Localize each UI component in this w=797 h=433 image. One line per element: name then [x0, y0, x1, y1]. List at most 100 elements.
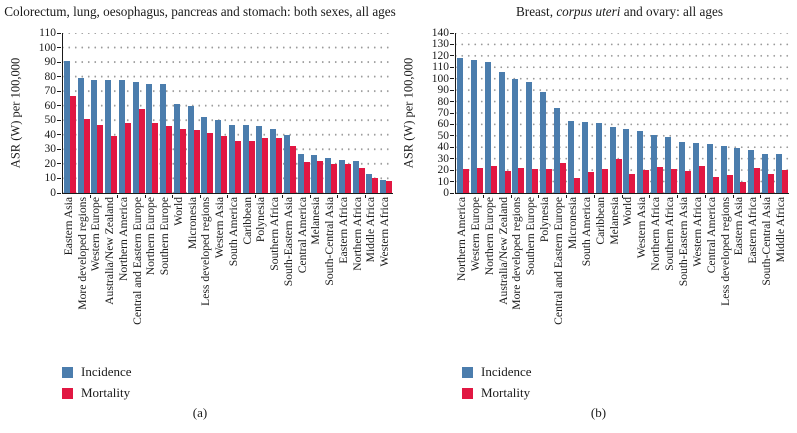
incidence-bar [623, 129, 630, 193]
x-axis-label: South America [579, 197, 593, 267]
chart-title-text: Colorectum, lung, oesophagus, pancreas a… [4, 4, 396, 19]
mortality-bar [462, 169, 469, 193]
mortality-swatch [62, 387, 73, 399]
x-axis-label: Northern Europe [144, 197, 158, 276]
x-axis-tick [593, 195, 595, 198]
x-axis-tick [732, 195, 734, 198]
y-axis-tick-label: 100 [431, 72, 449, 85]
mortality-bar [207, 133, 214, 193]
incidence-bar [762, 154, 769, 193]
x-axis-tick [482, 195, 484, 198]
x-axis-tick [760, 195, 762, 198]
y-axis-tick-label: 70 [437, 107, 450, 119]
mortality-bar [671, 169, 678, 193]
mortality-bar [358, 168, 365, 193]
y-axis-tick-label: 50 [437, 129, 450, 142]
x-axis-label: Central America [704, 197, 718, 274]
y-axis-tick-label: 50 [44, 114, 57, 127]
x-axis-label: World [171, 197, 185, 226]
panel-caption: (b) [590, 405, 607, 420]
y-axis-tick-label: 60 [437, 118, 450, 131]
incidence-bar [512, 78, 519, 193]
plot-area [62, 33, 393, 194]
chart-title: Colorectum, lung, oesophagus, pancreas a… [0, 4, 400, 20]
incidence-bar [609, 126, 616, 193]
incidence-bar [734, 148, 741, 193]
mortality-bar [740, 181, 747, 193]
incidence-bar [380, 179, 387, 193]
x-axis-tick [677, 195, 678, 198]
x-axis-label: Eastern Asia [732, 197, 746, 256]
mortality-bar [754, 167, 761, 193]
y-axis-tick [57, 90, 61, 92]
mortality-bar [643, 170, 650, 193]
incidence-bar [651, 134, 658, 193]
mortality-bar [344, 163, 351, 193]
mortality-bar [83, 118, 90, 193]
legend-item-mortality: Mortality [462, 385, 532, 401]
y-axis-tick-label: 30 [437, 152, 450, 165]
incidence-bar [325, 158, 332, 193]
y-axis-tick [450, 32, 454, 34]
incidence-bar [270, 129, 277, 193]
legend-label: Mortality [481, 385, 531, 400]
incidence-swatch [462, 366, 473, 378]
legend-item-incidence: Incidence [62, 364, 132, 380]
incidence-bar [352, 161, 359, 193]
mortality-bar [684, 171, 691, 193]
incidence-bar [228, 124, 235, 193]
mortality-bar [386, 181, 393, 193]
x-axis-label: Northern Europe [482, 197, 496, 276]
mortality-bar [372, 178, 379, 193]
y-axis-tick [57, 32, 61, 34]
x-axis-label: Western Africa [690, 197, 704, 267]
mortality-bar [587, 172, 594, 193]
x-axis-label: Micronesia [185, 197, 199, 250]
x-axis-label: Melanesia [607, 197, 621, 245]
y-axis-tick-label: 130 [431, 38, 449, 51]
mortality-bar [657, 166, 664, 193]
x-axis-tick [172, 195, 173, 198]
x-axis-tick [227, 195, 228, 198]
incidence-bar [720, 146, 727, 193]
mortality-bar [504, 171, 511, 193]
mortality-bar [152, 123, 159, 193]
mortality-bar [262, 137, 269, 193]
y-axis-tick [450, 192, 454, 194]
incidence-bar [595, 123, 602, 193]
y-axis-label: ASR (W) per 100,000 [401, 57, 416, 169]
mortality-bar [782, 170, 789, 193]
x-axis-label: Less developed regions [199, 197, 213, 306]
mortality-bar [234, 140, 241, 193]
mortality-bar [698, 165, 705, 193]
incidence-bar [118, 79, 125, 193]
mortality-swatch [462, 387, 473, 399]
y-axis-tick-label: 30 [44, 143, 57, 156]
y-axis-tick [450, 158, 454, 160]
incidence-bar [776, 154, 783, 193]
incidence-bar [105, 79, 112, 193]
x-axis-label: Western Europe [89, 197, 103, 272]
x-axis-label: Eastern Africa [336, 197, 350, 264]
x-axis-label: More developed regions [510, 197, 524, 310]
x-axis-label: Caribbean [240, 197, 254, 245]
x-axis-label: Micronesia [565, 197, 579, 250]
y-axis-tick [57, 134, 61, 136]
x-axis-label: South-Eastern Asia [676, 197, 690, 287]
mortality-bar [712, 177, 719, 193]
incidence-bar [256, 126, 263, 193]
mortality-bar [289, 146, 296, 193]
x-axis-tick [704, 195, 706, 198]
incidence-swatch [62, 366, 73, 378]
y-axis-tick [450, 123, 454, 125]
y-axis-tick [450, 89, 454, 91]
mortality-bar [546, 169, 553, 193]
y-axis-tick [450, 112, 454, 114]
x-axis-label: South-Central Asia [323, 197, 337, 286]
x-axis-label: Northern Africa [350, 197, 364, 271]
y-axis-tick-label: 40 [437, 141, 450, 154]
mortality-bar [768, 173, 775, 193]
x-axis-label: Western Asia [213, 197, 227, 259]
mortality-bar [166, 126, 173, 193]
